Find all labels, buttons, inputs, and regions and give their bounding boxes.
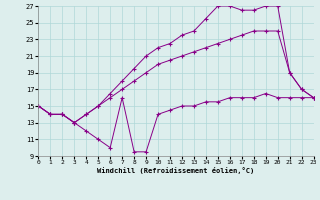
X-axis label: Windchill (Refroidissement éolien,°C): Windchill (Refroidissement éolien,°C) <box>97 167 255 174</box>
